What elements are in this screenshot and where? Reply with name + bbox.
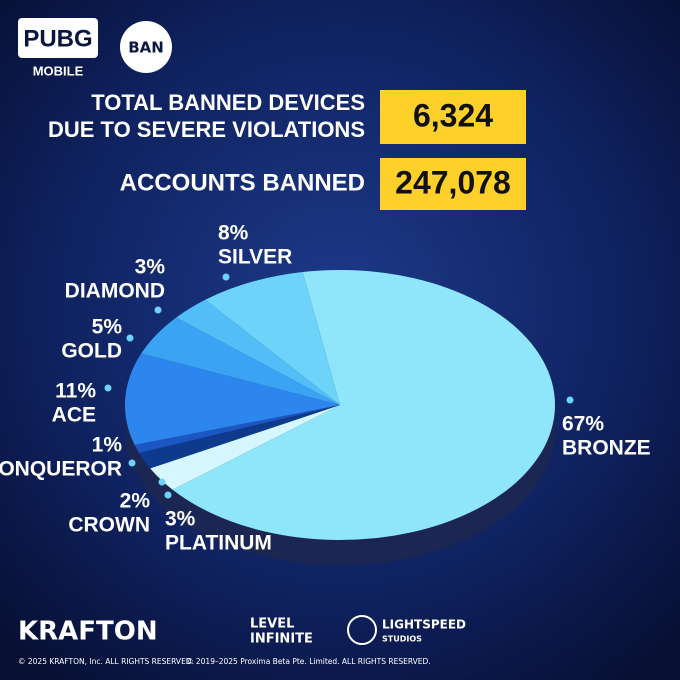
label-dot [126, 334, 134, 342]
label-dot [128, 459, 136, 467]
pie-chart [125, 270, 556, 565]
stat-value: 6,324 [413, 97, 493, 133]
slice-percent: 67% [562, 413, 604, 436]
stat-box [380, 90, 526, 144]
footer-brand: INFINITE [250, 632, 313, 647]
slice-label: BRONZE [562, 437, 651, 460]
slice-label: ACE [52, 404, 96, 427]
logo-box [18, 18, 98, 58]
slice-percent: 3% [135, 256, 166, 279]
slice-label: DIAMOND [65, 280, 165, 303]
pie-slice [176, 299, 340, 405]
stat-label: TOTAL BANNED DEVICES [91, 90, 365, 115]
pie-slice [141, 317, 340, 405]
stat-value: 247,078 [395, 164, 511, 200]
slice-percent: 3% [165, 508, 196, 531]
footer-brand: STUDIOS [382, 635, 422, 644]
slice-percent: 8% [218, 222, 249, 245]
ban-badge [120, 21, 172, 73]
logo: PUBG MOBILE BAN [18, 18, 172, 78]
pie-slice [125, 353, 340, 445]
pie-slice [150, 405, 340, 490]
logo-brand: PUBG [23, 25, 92, 52]
footer-icon [347, 615, 377, 645]
slice-percent: 5% [92, 316, 123, 339]
slice-label: PLATINUM [165, 532, 272, 555]
slice-label: SILVER [218, 246, 292, 269]
label-dot [154, 306, 162, 314]
pie-slice [205, 272, 340, 405]
pie-slice [139, 405, 340, 469]
stats: TOTAL BANNED DEVICES DUE TO SEVERE VIOLA… [48, 90, 526, 210]
label-dot [566, 396, 574, 404]
slice-label: CROWN [68, 514, 150, 537]
copyright: © 2025 KRAFTON, Inc. ALL RIGHTS RESERVED… [18, 657, 194, 666]
label-dot [104, 384, 112, 392]
slice-label: CONQUEROR [0, 458, 122, 481]
pie-slice [134, 405, 340, 453]
slice-percent: 2% [120, 490, 151, 513]
logo-sub: MOBILE [33, 63, 84, 78]
stat-label: ACCOUNTS BANNED [120, 169, 365, 196]
footer-brand: LIGHTSPEED [382, 618, 466, 632]
copyright: © 2019–2025 Proxima Beta Pte. Limited. A… [186, 657, 431, 666]
label-dot [158, 478, 166, 486]
footer: KRAFTON LEVEL INFINITE LIGHTSPEED STUDIO… [18, 615, 466, 666]
stat-label: DUE TO SEVERE VIOLATIONS [48, 117, 365, 142]
slice-percent: 11% [55, 380, 96, 403]
slice-percent: 1% [92, 434, 123, 457]
label-dot [222, 273, 230, 281]
stat-box [380, 158, 526, 210]
pie-slice [172, 270, 556, 540]
footer-brand: KRAFTON [18, 617, 158, 647]
ban-text: BAN [128, 39, 164, 57]
slice-label: GOLD [61, 340, 122, 363]
label-dot [164, 491, 172, 499]
footer-brand: LEVEL [250, 617, 294, 632]
